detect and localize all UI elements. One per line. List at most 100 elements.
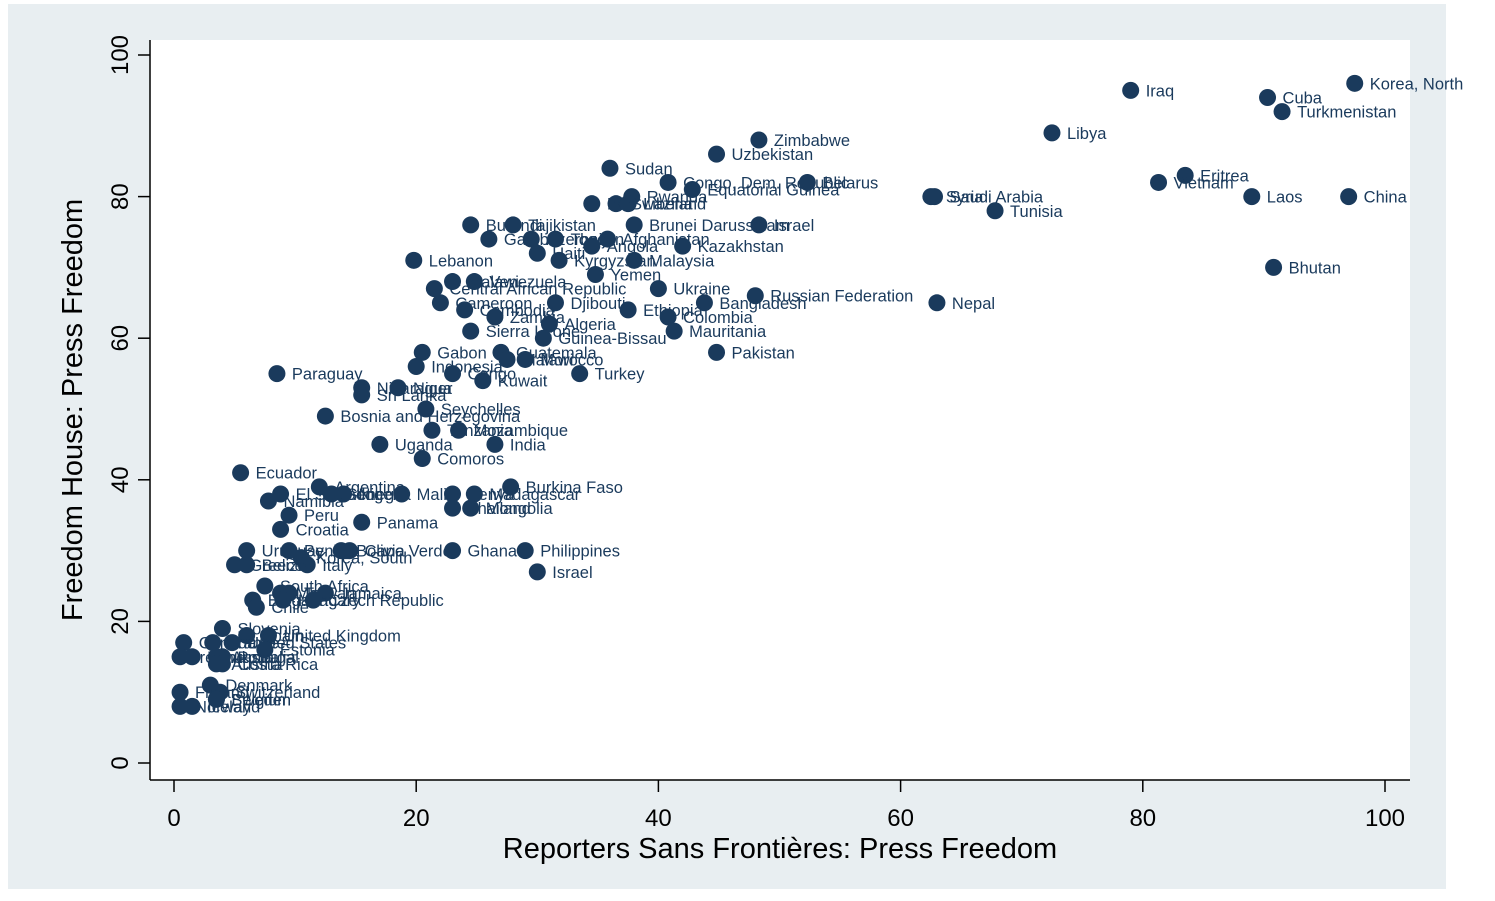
- data-point-label: Bosnia and Herzegovina: [340, 408, 521, 426]
- data-point-label: Cuba: [1283, 89, 1323, 107]
- data-point-label: Belize: [262, 557, 307, 575]
- data-point: [1265, 258, 1283, 276]
- data-point: [498, 350, 516, 368]
- data-point-label: Croatia: [296, 521, 350, 539]
- data-point: [407, 358, 425, 376]
- y-ticks: 0 20 40 60 80 100: [107, 35, 150, 770]
- data-point: [1043, 124, 1061, 142]
- y-tick-label: 60: [107, 325, 134, 352]
- data-point-label: Korea, North: [1370, 75, 1464, 93]
- y-tick-label: 0: [107, 756, 134, 769]
- data-point-label: Russian Federation: [770, 288, 913, 306]
- data-point: [583, 237, 601, 255]
- data-point: [316, 407, 334, 425]
- data-point: [750, 131, 768, 149]
- data-point-label: Rwanda: [647, 189, 708, 207]
- data-point-label: Iran: [607, 196, 635, 214]
- data-point-label: Mongolia: [486, 500, 554, 518]
- data-point-label: Australia: [231, 649, 296, 667]
- data-point: [256, 577, 274, 595]
- x-tick-label: 100: [1365, 805, 1405, 832]
- data-point: [272, 520, 290, 538]
- data-point: [550, 251, 568, 269]
- y-tick-label: 20: [107, 608, 134, 635]
- data-point: [462, 322, 480, 340]
- data-point-label: Algeria: [564, 316, 616, 334]
- data-point-label: China: [1364, 189, 1408, 207]
- data-point: [204, 634, 222, 652]
- x-tick-label: 60: [887, 805, 914, 832]
- data-point: [425, 280, 443, 298]
- data-point-label: Bhutan: [1289, 259, 1341, 277]
- data-point: [171, 697, 189, 715]
- data-point-label: Brunei Darussalam: [649, 217, 789, 235]
- data-point: [1176, 166, 1194, 184]
- data-point-label: Nepal: [952, 295, 995, 313]
- data-point: [607, 195, 625, 213]
- data-point: [405, 251, 423, 269]
- data-point: [213, 655, 231, 673]
- data-point-label: Sierra Leone: [486, 323, 580, 341]
- data-point: [413, 450, 431, 468]
- data-point-label: Switzerland: [235, 684, 320, 702]
- data-point: [413, 343, 431, 361]
- x-tick-label: 20: [403, 805, 430, 832]
- data-point-label: Uzbekistan: [732, 146, 814, 164]
- data-point: [238, 556, 256, 574]
- data-point-label: Yemen: [610, 266, 661, 284]
- data-point-label: Estonia: [280, 642, 336, 660]
- data-point: [238, 542, 256, 560]
- data-point-label: Ghana: [468, 543, 518, 561]
- data-point-label: Saudi Arabia: [950, 189, 1044, 207]
- data-point: [274, 591, 292, 609]
- data-point: [625, 216, 643, 234]
- data-point: [371, 435, 389, 453]
- data-point: [175, 634, 193, 652]
- data-point: [546, 230, 564, 248]
- data-point-label: Mauritania: [689, 323, 767, 341]
- data-point: [502, 478, 520, 496]
- data-point: [695, 294, 713, 312]
- data-point: [280, 506, 298, 524]
- x-tick-label: 40: [645, 805, 672, 832]
- data-point-label: Tunisia: [1010, 203, 1063, 221]
- data-point: [534, 329, 552, 347]
- data-point: [486, 435, 504, 453]
- data-point-label: Libya: [1067, 125, 1107, 143]
- data-point-label: Equatorial Guinea: [707, 182, 840, 200]
- data-point: [232, 464, 250, 482]
- data-point-label: Seychelles: [441, 401, 521, 419]
- data-point: [444, 542, 462, 560]
- data-point-label: Tajikistan: [528, 217, 596, 235]
- data-point: [1340, 188, 1358, 206]
- data-point-label: Pakistan: [732, 344, 795, 362]
- data-point: [619, 195, 637, 213]
- data-point-label: Israel: [774, 217, 814, 235]
- data-point: [504, 216, 522, 234]
- data-point: [226, 556, 244, 574]
- data-point-label: Gabon: [437, 344, 487, 362]
- data-point-label: Panama: [377, 514, 439, 532]
- data-point: [444, 273, 462, 291]
- data-point-label: Kazakhstan: [698, 238, 784, 256]
- data-point: [256, 641, 274, 659]
- data-point-label: Sudan: [625, 160, 673, 178]
- data-point-label: Chile: [271, 599, 309, 617]
- data-point: [522, 230, 540, 248]
- data-point: [450, 421, 468, 439]
- data-point: [798, 173, 816, 191]
- data-point-label: Malawi: [468, 274, 519, 292]
- data-point-label: Uganda: [395, 436, 454, 454]
- x-tick-label: 80: [1129, 805, 1156, 832]
- data-point: [223, 634, 241, 652]
- data-point-label: Portugal: [237, 649, 298, 667]
- axes: [149, 40, 1410, 781]
- data-point-label: Turkmenistan: [1297, 104, 1396, 122]
- data-point-label: Mozambique: [474, 422, 568, 440]
- y-tick-label: 80: [107, 183, 134, 210]
- data-point-label: Greece: [250, 557, 304, 575]
- data-point-label: Sri Lanka: [377, 387, 448, 405]
- data-point-label: Venezuela: [489, 274, 567, 292]
- data-point-label: Denmark: [225, 677, 293, 695]
- data-point-label: Guinea-Bissau: [558, 330, 666, 348]
